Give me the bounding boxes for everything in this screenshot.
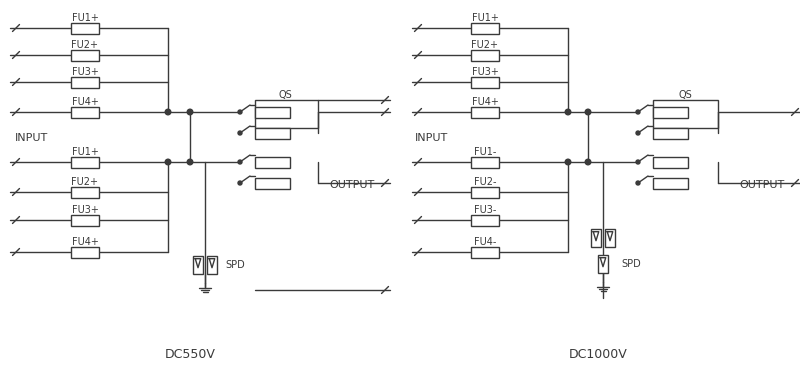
Bar [255, 128, 290, 138]
Bar [193, 256, 203, 274]
Bar [255, 178, 290, 188]
Text: DC550V: DC550V [165, 348, 215, 361]
Text: FU1+: FU1+ [71, 13, 98, 23]
Circle shape [165, 159, 171, 165]
Text: FU4-: FU4- [474, 237, 496, 247]
Circle shape [165, 109, 171, 115]
Text: FU4+: FU4+ [471, 97, 498, 107]
Circle shape [636, 131, 640, 135]
Circle shape [636, 160, 640, 164]
Text: OUTPUT: OUTPUT [740, 180, 785, 190]
Bar [471, 186, 499, 197]
Text: FU2+: FU2+ [71, 40, 98, 50]
Circle shape [636, 110, 640, 114]
Bar [71, 157, 99, 167]
Circle shape [636, 181, 640, 185]
Text: FU4+: FU4+ [71, 97, 98, 107]
Bar [71, 107, 99, 117]
Text: INPUT: INPUT [415, 133, 448, 143]
Text: FU1-: FU1- [474, 147, 496, 157]
Bar [653, 178, 688, 188]
Bar [71, 186, 99, 197]
Text: SPD: SPD [225, 260, 245, 270]
Bar [471, 107, 499, 117]
Text: FU2-: FU2- [474, 177, 496, 187]
Bar [653, 128, 688, 138]
Circle shape [238, 131, 242, 135]
Text: FU1+: FU1+ [471, 13, 498, 23]
Text: FU3+: FU3+ [471, 67, 498, 77]
Bar [71, 76, 99, 88]
Text: FU4+: FU4+ [71, 237, 98, 247]
Bar [471, 157, 499, 167]
Text: DC1000V: DC1000V [569, 348, 627, 361]
Bar [471, 50, 499, 60]
Circle shape [565, 109, 570, 115]
Bar [71, 214, 99, 226]
Circle shape [238, 181, 242, 185]
Bar [471, 247, 499, 257]
Text: FU3-: FU3- [474, 205, 496, 215]
Bar [71, 22, 99, 34]
Bar [653, 157, 688, 167]
Circle shape [238, 160, 242, 164]
Bar [207, 256, 217, 274]
Text: OUTPUT: OUTPUT [330, 180, 375, 190]
Bar [471, 76, 499, 88]
Text: FU3+: FU3+ [71, 67, 98, 77]
Circle shape [187, 159, 193, 165]
Bar [255, 100, 318, 128]
Circle shape [586, 109, 590, 115]
Bar [471, 214, 499, 226]
Bar [605, 229, 615, 247]
Bar [255, 107, 290, 117]
Text: FU2+: FU2+ [471, 40, 498, 50]
Text: FU2+: FU2+ [71, 177, 98, 187]
Circle shape [565, 159, 570, 165]
Bar [653, 107, 688, 117]
Text: QS: QS [278, 90, 292, 100]
Bar [591, 229, 601, 247]
Circle shape [238, 110, 242, 114]
Text: SPD: SPD [621, 259, 641, 269]
Circle shape [586, 159, 590, 165]
Bar [71, 247, 99, 257]
Bar [255, 157, 290, 167]
Circle shape [187, 109, 193, 115]
Bar [598, 255, 608, 273]
Bar [471, 22, 499, 34]
Text: QS: QS [678, 90, 692, 100]
Bar [71, 50, 99, 60]
Text: INPUT: INPUT [15, 133, 48, 143]
Text: FU3+: FU3+ [71, 205, 98, 215]
Text: FU1+: FU1+ [71, 147, 98, 157]
Bar [653, 100, 718, 128]
